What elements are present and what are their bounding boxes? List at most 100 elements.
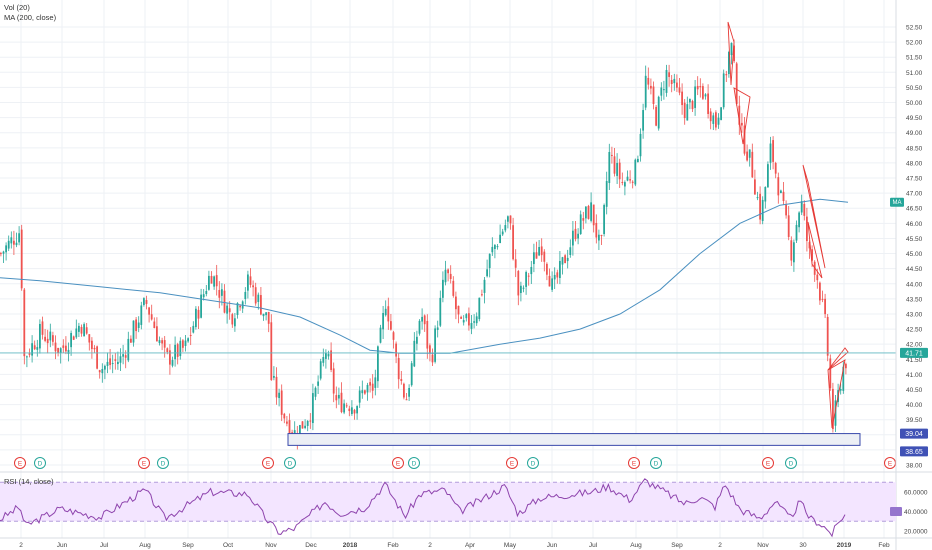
event-marker-label: E: [888, 461, 893, 468]
earnings-marker[interactable]: E: [138, 457, 150, 469]
candle-body: [712, 115, 715, 124]
earnings-marker[interactable]: E: [884, 457, 896, 469]
candle-body: [676, 82, 678, 88]
pattern-shape[interactable]: [827, 347, 849, 371]
dividend-marker[interactable]: D: [157, 457, 169, 469]
box-top-label: 39.04: [905, 431, 923, 438]
candle-body: [811, 249, 813, 261]
candle-body: [447, 269, 449, 274]
candle-body: [845, 363, 847, 369]
candle-body: [777, 177, 780, 196]
price-tick-label: 44.50: [906, 266, 923, 273]
candle-body: [733, 45, 735, 62]
candle-body: [52, 335, 54, 342]
earnings-marker[interactable]: E: [628, 457, 640, 469]
candle-body: [499, 234, 501, 244]
earnings-marker[interactable]: E: [762, 457, 774, 469]
candle-body: [39, 323, 41, 349]
candle-body: [564, 255, 566, 264]
candle-body: [686, 104, 689, 121]
rsi-legend[interactable]: RSI (14, close): [4, 477, 54, 486]
candle-body: [772, 140, 774, 162]
rsi-tick-label: 40.0000: [904, 509, 928, 516]
candle-body: [85, 327, 88, 334]
earnings-marker[interactable]: E: [262, 457, 274, 469]
candle-body: [41, 321, 44, 335]
dividend-marker[interactable]: D: [527, 457, 539, 469]
candle-body: [288, 420, 291, 436]
time-axis[interactable]: 2 Jun Jul Aug Sep Oct Nov Dec 2018 Feb 2 Apr May Jun J…: [19, 542, 890, 549]
dividend-marker[interactable]: D: [785, 457, 797, 469]
candle-body: [239, 305, 241, 308]
candle-body: [504, 225, 507, 231]
candle-body: [332, 368, 335, 394]
price-tick-label: 52.00: [906, 40, 923, 47]
pattern-shape[interactable]: [827, 359, 846, 429]
candle-body: [652, 86, 655, 104]
dividend-marker[interactable]: D: [408, 457, 420, 469]
price-tick-label: 40.00: [906, 402, 923, 409]
candle-body: [488, 253, 491, 269]
price-tick-label: 48.00: [906, 160, 923, 167]
rsi-axis[interactable]: 60.0000 40.0000 20.0000: [890, 490, 928, 536]
event-marker-label: E: [266, 461, 271, 468]
support-zone-box[interactable]: [287, 433, 861, 446]
candle-body: [2, 251, 5, 254]
candle-body: [62, 345, 65, 348]
candle-body: [49, 331, 52, 341]
candle-body: [769, 143, 772, 163]
candle-body: [117, 361, 119, 365]
candle-body: [322, 357, 325, 363]
candle-body: [826, 316, 829, 356]
last-price-badge: 41.71: [900, 347, 928, 358]
ma-legend[interactable]: MA (200, close): [4, 13, 57, 22]
pattern-shape[interactable]: [733, 87, 751, 145]
candle-body: [426, 320, 429, 349]
candle-body: [538, 247, 540, 256]
candle-body: [696, 85, 699, 90]
candle-body: [309, 420, 312, 422]
candle-body: [629, 179, 631, 181]
candle-body: [335, 395, 338, 401]
candle-body: [304, 425, 306, 429]
earnings-marker[interactable]: E: [506, 457, 518, 469]
candle-body: [54, 342, 57, 352]
candle-body: [738, 105, 741, 125]
candle-body: [478, 297, 481, 320]
time-tick-label: 2018: [343, 542, 358, 549]
candle-body: [171, 360, 174, 366]
candle-body: [452, 280, 455, 296]
candle-body: [226, 305, 228, 314]
dividend-marker[interactable]: D: [650, 457, 662, 469]
price-tick-label: 46.50: [906, 206, 923, 213]
dividend-marker[interactable]: D: [284, 457, 296, 469]
pattern-shape[interactable]: [727, 21, 735, 86]
candle-body: [808, 242, 811, 249]
price-axis[interactable]: 52.50 52.00 51.50 51.00 50.50 50.00 49.50 49.00…: [906, 25, 923, 470]
candle-body: [616, 162, 618, 176]
pattern-shape[interactable]: [802, 164, 826, 269]
candle-body: [57, 347, 59, 353]
candle-body: [96, 346, 98, 369]
candle-body: [124, 355, 127, 358]
candle-body: [572, 230, 574, 246]
earnings-marker[interactable]: E: [14, 457, 26, 469]
rsi-value-badge: [890, 507, 902, 516]
dividend-marker[interactable]: D: [34, 457, 46, 469]
candle-body: [673, 78, 676, 84]
candle-body: [106, 361, 109, 366]
time-tick-label: Nov: [265, 542, 277, 549]
time-tick-label: Feb: [878, 542, 890, 549]
vol-legend[interactable]: Vol (20): [4, 3, 30, 12]
candle-body: [26, 356, 28, 358]
candle-body: [460, 316, 462, 319]
price-candles: [0, 39, 847, 450]
candle-body: [829, 358, 832, 389]
pattern-shape[interactable]: [807, 221, 823, 279]
candle-body: [158, 340, 161, 343]
candle-body: [486, 269, 488, 277]
candle-body: [546, 263, 548, 275]
price-tick-label: 38.00: [906, 463, 923, 470]
earnings-marker[interactable]: E: [392, 457, 404, 469]
